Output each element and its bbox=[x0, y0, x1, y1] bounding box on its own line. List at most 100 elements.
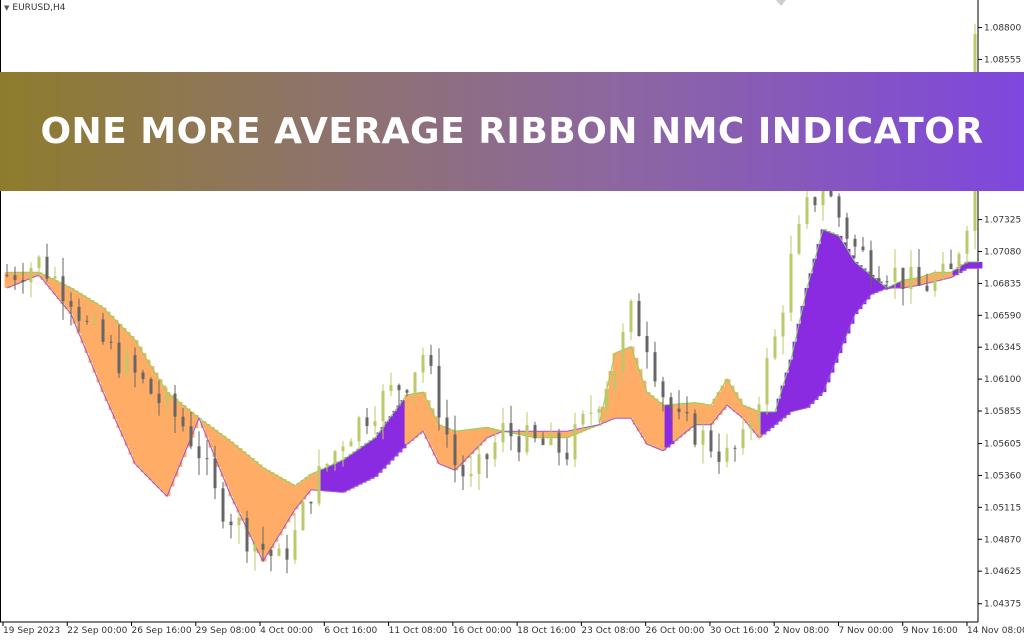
candle-body bbox=[165, 393, 169, 404]
ribbon-segment bbox=[360, 446, 367, 483]
ribbon-segment bbox=[100, 307, 107, 393]
ribbon-segment bbox=[568, 430, 575, 437]
ribbon-segment bbox=[880, 284, 887, 290]
ribbon-segment bbox=[812, 258, 819, 400]
ribbon-segment bbox=[420, 392, 427, 432]
y-tick-label: 1.04625 bbox=[984, 567, 1021, 577]
ribbon-segment bbox=[344, 457, 351, 491]
candle-body bbox=[381, 390, 385, 422]
ribbon-segment bbox=[240, 451, 247, 521]
ribbon-segment bbox=[296, 482, 303, 505]
ribbon-segment bbox=[184, 408, 191, 448]
candle-body bbox=[405, 390, 409, 393]
ribbon-segment bbox=[172, 398, 179, 477]
candle-body bbox=[645, 336, 649, 353]
ribbon-segment bbox=[808, 273, 815, 404]
candle-body bbox=[237, 517, 241, 526]
candle-body bbox=[389, 385, 393, 391]
ribbon-segment bbox=[96, 305, 103, 383]
ribbon-segment bbox=[448, 429, 455, 469]
ribbon-segment bbox=[248, 457, 255, 537]
ribbon-segment bbox=[964, 261, 971, 269]
ribbon-upper-line bbox=[7, 228, 979, 487]
ribbon-segment bbox=[552, 431, 559, 438]
candle-body bbox=[141, 372, 145, 380]
y-tick-label: 1.06590 bbox=[984, 311, 1021, 321]
candle-body bbox=[909, 266, 913, 290]
ribbon-segment bbox=[872, 278, 879, 293]
ribbon-segment bbox=[472, 428, 479, 450]
candle-body bbox=[565, 452, 569, 460]
candle-body bbox=[101, 319, 105, 342]
candle-body bbox=[317, 465, 321, 504]
candle-body bbox=[621, 332, 625, 372]
candle-body bbox=[829, 188, 833, 197]
candle-body bbox=[933, 277, 937, 291]
candle-body bbox=[461, 465, 465, 477]
ribbon-segment bbox=[140, 353, 147, 472]
ribbon-segment bbox=[120, 327, 127, 437]
candle-body bbox=[341, 446, 345, 452]
ribbon-segment bbox=[256, 464, 263, 554]
candle-body bbox=[333, 451, 337, 464]
candle-body bbox=[285, 548, 289, 560]
ribbon-segment bbox=[56, 282, 63, 300]
candle-body bbox=[573, 424, 577, 460]
ribbon-segment bbox=[224, 438, 231, 487]
ribbon-segment bbox=[852, 261, 859, 314]
ribbon-segment bbox=[364, 443, 371, 481]
ribbon-segment bbox=[284, 481, 291, 523]
ribbon-segment bbox=[544, 431, 551, 438]
candle-body bbox=[109, 341, 113, 343]
ribbon-segment bbox=[700, 403, 707, 425]
candle-body bbox=[677, 408, 681, 413]
candle-body bbox=[13, 275, 17, 281]
ribbon-segment bbox=[768, 411, 775, 428]
ribbon-segment bbox=[164, 392, 171, 497]
candle-body bbox=[133, 355, 137, 373]
ribbon-segment bbox=[856, 265, 863, 310]
candle-body bbox=[277, 548, 281, 556]
triangle-down-icon[interactable]: ▼ bbox=[4, 4, 10, 12]
candle-body bbox=[901, 267, 905, 290]
x-tick-label: 18 Oct 16:00 bbox=[517, 626, 576, 636]
candle-body bbox=[205, 458, 209, 460]
ribbon-segment bbox=[688, 402, 695, 428]
ribbon-segment bbox=[208, 426, 215, 448]
chart-shift-marker[interactable] bbox=[776, 0, 786, 6]
candle-body bbox=[157, 393, 161, 404]
ribbon-segment bbox=[328, 465, 335, 492]
ribbon-segment bbox=[356, 448, 363, 485]
ribbon-segment bbox=[92, 302, 99, 373]
ribbon-lower-line bbox=[6, 267, 979, 563]
x-tick-label: 14 Nov 08:00 bbox=[967, 626, 1024, 636]
ribbon-segment bbox=[16, 272, 23, 284]
y-tick-label: 1.07325 bbox=[984, 216, 1021, 226]
ribbon-segment bbox=[652, 398, 659, 448]
y-tick-label: 1.04870 bbox=[984, 535, 1021, 545]
candle-body bbox=[517, 436, 521, 453]
x-tick-label: 26 Sep 16:00 bbox=[132, 626, 192, 636]
ribbon-segment bbox=[904, 279, 911, 288]
ribbon-segment bbox=[332, 463, 339, 492]
candle-body bbox=[533, 424, 537, 439]
ribbon-segment bbox=[912, 278, 919, 287]
candle-body bbox=[605, 388, 609, 409]
ribbon-segment bbox=[668, 404, 675, 445]
ribbon-segment bbox=[176, 401, 183, 467]
candle-body bbox=[485, 454, 489, 460]
x-tick-label: 2 Nov 08:00 bbox=[774, 626, 829, 636]
candle-body bbox=[821, 188, 825, 206]
ribbon-segment bbox=[292, 485, 299, 510]
candle-body bbox=[293, 530, 297, 560]
ribbon-segment bbox=[616, 351, 623, 419]
ribbon-segment bbox=[816, 244, 823, 397]
candle-body bbox=[797, 224, 801, 254]
x-tick-label: 11 Oct 08:00 bbox=[389, 626, 448, 636]
candle-body bbox=[925, 285, 929, 291]
ribbon-segment bbox=[828, 232, 835, 373]
ribbon-segment bbox=[212, 429, 219, 458]
ribbon-segment bbox=[288, 483, 295, 516]
